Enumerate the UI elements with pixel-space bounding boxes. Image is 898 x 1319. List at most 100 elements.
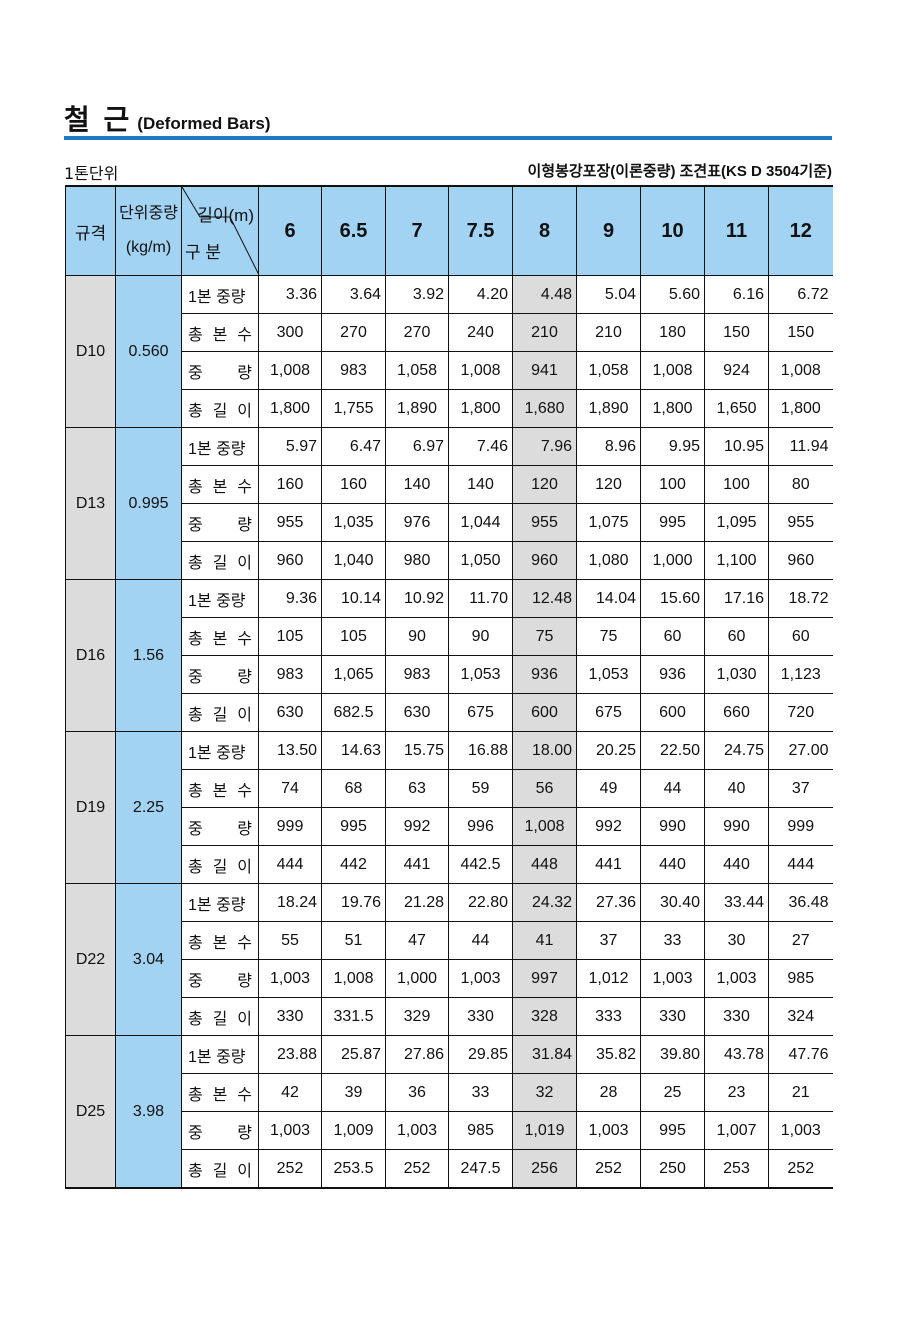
value-cell: 6.72 [768, 275, 833, 314]
value-cell: 1,053 [448, 655, 513, 694]
value-cell: 33 [448, 1073, 513, 1112]
value-cell: 442.5 [448, 845, 513, 884]
unit-weight-cell: 3.04 [115, 883, 182, 1036]
value-cell: 936 [512, 655, 577, 694]
header-unit-weight-label: 단위중량 [119, 205, 178, 222]
value-cell: 35.82 [576, 1035, 641, 1074]
value-cell: 43.78 [704, 1035, 769, 1074]
value-cell: 17.16 [704, 579, 769, 618]
value-cell: 140 [385, 465, 449, 504]
value-cell: 28 [576, 1073, 641, 1112]
table-row: 총 길 이 444 442 441 442.5 448 441 440 440 444 [66, 845, 833, 884]
value-cell: 1,680 [512, 389, 577, 428]
value-cell: 992 [576, 807, 641, 846]
value-cell: 247.5 [448, 1149, 513, 1189]
value-cell: 23 [704, 1073, 769, 1112]
value-cell: 924 [704, 351, 769, 390]
value-cell: 160 [321, 465, 386, 504]
value-cell: 30.40 [640, 883, 705, 922]
value-cell: 1,123 [768, 655, 833, 694]
value-cell: 150 [768, 313, 833, 352]
value-cell: 47.76 [768, 1035, 833, 1074]
value-cell: 56 [512, 769, 577, 808]
value-cell: 7.96 [512, 427, 577, 466]
value-cell: 995 [640, 503, 705, 542]
spec-cell: D19 [65, 731, 116, 884]
value-cell: 1,075 [576, 503, 641, 542]
value-cell: 1,009 [321, 1111, 386, 1150]
value-cell: 5.04 [576, 275, 641, 314]
value-cell: 160 [258, 465, 322, 504]
value-cell: 329 [385, 997, 449, 1036]
value-cell: 36 [385, 1073, 449, 1112]
value-cell: 37 [576, 921, 641, 960]
header-unit-weight-unit: (kg/m) [125, 239, 172, 256]
value-cell: 1,008 [448, 351, 513, 390]
table-row: 총 본 수 74 68 63 59 56 49 44 40 37 [66, 769, 833, 808]
header-row: 규격 단위중량 (kg/m) 길이(m) 구 분 6 6.5 7 7.5 8 9… [65, 185, 833, 276]
value-cell: 59 [448, 769, 513, 808]
value-cell: 80 [768, 465, 833, 504]
value-cell: 39 [321, 1073, 386, 1112]
value-cell: 250 [640, 1149, 705, 1189]
row-label: 1본 중량 [188, 288, 246, 306]
value-cell: 41 [512, 921, 577, 960]
value-cell: 253.5 [321, 1149, 386, 1189]
value-cell: 8.96 [576, 427, 641, 466]
value-cell: 440 [640, 845, 705, 884]
value-cell: 21 [768, 1073, 833, 1112]
value-cell: 330 [258, 997, 322, 1036]
row-label-cell: 1본 중량 [181, 883, 259, 922]
row-label: 1본 중량 [188, 744, 246, 762]
value-cell: 1,050 [448, 541, 513, 580]
value-cell: 10.14 [321, 579, 386, 618]
value-cell: 1,003 [768, 1111, 833, 1150]
value-cell: 270 [385, 313, 449, 352]
value-cell: 960 [768, 541, 833, 580]
standard-note: 이형봉강포장(이론중량) 조견표(KS D 3504기준) [527, 163, 832, 180]
value-cell: 999 [768, 807, 833, 846]
row-label-cell: 1본 중량 [181, 579, 259, 618]
table-row: 총 본 수 105 105 90 90 75 75 60 60 60 [66, 617, 833, 656]
value-cell: 1,800 [768, 389, 833, 428]
page-title: 철 근 (Deformed Bars) [64, 98, 270, 138]
spec-cell: D13 [65, 427, 116, 580]
value-cell: 32 [512, 1073, 577, 1112]
value-cell: 75 [576, 617, 641, 656]
value-cell: 37 [768, 769, 833, 808]
value-cell: 1,003 [385, 1111, 449, 1150]
value-cell: 3.92 [385, 275, 449, 314]
table-row: D19 2.25 1본 중량 13.50 14.63 15.75 16.88 18.00 20.… [65, 731, 833, 884]
value-cell: 1,800 [258, 389, 322, 428]
value-cell: 270 [321, 313, 386, 352]
value-cell: 441 [385, 845, 449, 884]
value-cell: 990 [640, 807, 705, 846]
value-cell: 68 [321, 769, 386, 808]
value-cell: 4.48 [512, 275, 577, 314]
value-cell: 12.48 [512, 579, 577, 618]
table-row: D22 3.04 1본 중량 18.24 19.76 21.28 22.80 24.32 27.… [65, 883, 833, 1036]
diagonal-divider [182, 187, 259, 275]
value-cell: 999 [258, 807, 322, 846]
table-row: 총 본 수 160 160 140 140 120 120 100 100 80 [66, 465, 833, 504]
value-cell: 33 [640, 921, 705, 960]
value-cell: 40 [704, 769, 769, 808]
table-row: 총 본 수 42 39 36 33 32 28 25 23 21 [66, 1073, 833, 1112]
header-length-value: 7 [385, 185, 449, 276]
table-row: D10 0.560 1본 중량 3.36 3.64 3.92 4.20 4.48 5.04 5.6… [65, 275, 833, 428]
